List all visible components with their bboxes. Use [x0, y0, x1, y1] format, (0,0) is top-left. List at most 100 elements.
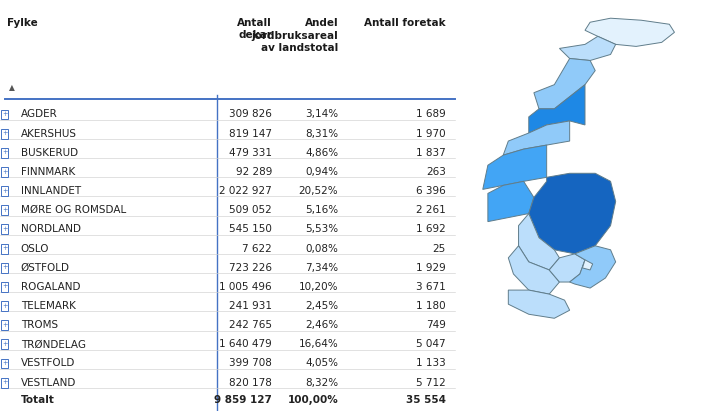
- Polygon shape: [508, 290, 570, 318]
- Polygon shape: [528, 85, 585, 133]
- FancyBboxPatch shape: [1, 320, 8, 330]
- Text: TRØNDELAG: TRØNDELAG: [21, 339, 86, 349]
- Text: 819 147: 819 147: [229, 129, 272, 139]
- Text: 4,86%: 4,86%: [305, 148, 338, 158]
- Text: 723 226: 723 226: [229, 263, 272, 273]
- Text: TROMS: TROMS: [21, 320, 58, 330]
- Text: ROGALAND: ROGALAND: [21, 282, 80, 292]
- Text: 1 180: 1 180: [416, 301, 446, 311]
- Text: +: +: [2, 111, 7, 117]
- Text: 3,14%: 3,14%: [305, 109, 338, 120]
- Text: 1 970: 1 970: [416, 129, 446, 139]
- Text: 263: 263: [426, 167, 446, 177]
- Text: 1 005 496: 1 005 496: [220, 282, 272, 292]
- Text: 242 765: 242 765: [229, 320, 272, 330]
- Text: Antall foretak: Antall foretak: [364, 18, 446, 28]
- Text: 0,94%: 0,94%: [305, 167, 338, 177]
- Text: FINNMARK: FINNMARK: [21, 167, 75, 177]
- FancyBboxPatch shape: [1, 282, 8, 292]
- Polygon shape: [582, 260, 593, 270]
- Text: AKERSHUS: AKERSHUS: [21, 129, 76, 139]
- Text: 2 022 927: 2 022 927: [220, 186, 272, 196]
- Text: 2,46%: 2,46%: [305, 320, 338, 330]
- Text: 7,34%: 7,34%: [305, 263, 338, 273]
- Polygon shape: [503, 121, 570, 155]
- Text: 5 712: 5 712: [416, 378, 446, 388]
- Text: +: +: [2, 341, 7, 347]
- Text: 1 837: 1 837: [416, 148, 446, 158]
- Text: 241 931: 241 931: [229, 301, 272, 311]
- FancyBboxPatch shape: [1, 244, 8, 254]
- Text: 6 396: 6 396: [416, 186, 446, 196]
- Text: AGDER: AGDER: [21, 109, 58, 120]
- Text: 5,16%: 5,16%: [305, 205, 338, 215]
- Text: 1 929: 1 929: [416, 263, 446, 273]
- Text: VESTFOLD: VESTFOLD: [21, 358, 75, 369]
- Polygon shape: [482, 145, 546, 189]
- Text: Totalt: Totalt: [21, 395, 55, 406]
- Text: 2,45%: 2,45%: [305, 301, 338, 311]
- Polygon shape: [508, 246, 559, 294]
- Text: 1 689: 1 689: [416, 109, 446, 120]
- Text: Fylke: Fylke: [7, 18, 37, 28]
- Text: 8,31%: 8,31%: [305, 129, 338, 139]
- Text: +: +: [2, 360, 7, 366]
- Text: OSLO: OSLO: [21, 244, 49, 254]
- FancyBboxPatch shape: [1, 358, 8, 368]
- Text: 1 133: 1 133: [416, 358, 446, 369]
- Text: +: +: [2, 226, 7, 232]
- Text: BUSKERUD: BUSKERUD: [21, 148, 78, 158]
- Polygon shape: [559, 36, 616, 60]
- Text: 35 554: 35 554: [406, 395, 446, 406]
- Text: +: +: [2, 302, 7, 309]
- Polygon shape: [549, 254, 585, 282]
- Text: 5 047: 5 047: [416, 339, 446, 349]
- Text: 1 692: 1 692: [416, 224, 446, 234]
- Text: 9 859 127: 9 859 127: [214, 395, 272, 406]
- Text: 399 708: 399 708: [229, 358, 272, 369]
- Polygon shape: [528, 173, 616, 254]
- Text: Andel
jordbruksareal
av landstotal: Andel jordbruksareal av landstotal: [251, 18, 338, 53]
- Text: +: +: [2, 169, 7, 175]
- Text: 479 331: 479 331: [229, 148, 272, 158]
- Text: +: +: [2, 130, 7, 136]
- Text: 3 671: 3 671: [416, 282, 446, 292]
- Text: +: +: [2, 245, 7, 251]
- Text: 8,32%: 8,32%: [305, 378, 338, 388]
- Text: Antall
dekar: Antall dekar: [238, 18, 272, 40]
- Text: 509 052: 509 052: [229, 205, 272, 215]
- Text: 0,08%: 0,08%: [305, 244, 338, 254]
- Text: TELEMARK: TELEMARK: [21, 301, 76, 311]
- Text: +: +: [2, 149, 7, 155]
- Text: +: +: [2, 379, 7, 385]
- Text: +: +: [2, 322, 7, 328]
- Text: +: +: [2, 284, 7, 289]
- FancyBboxPatch shape: [1, 378, 8, 388]
- FancyBboxPatch shape: [1, 339, 8, 349]
- Text: 92 289: 92 289: [235, 167, 272, 177]
- Text: 16,64%: 16,64%: [299, 339, 338, 349]
- Text: 749: 749: [426, 320, 446, 330]
- Polygon shape: [488, 181, 534, 222]
- Text: 7 622: 7 622: [243, 244, 272, 254]
- Text: 10,20%: 10,20%: [299, 282, 338, 292]
- Text: ØSTFOLD: ØSTFOLD: [21, 263, 70, 273]
- FancyBboxPatch shape: [1, 263, 8, 272]
- Text: 820 178: 820 178: [229, 378, 272, 388]
- FancyBboxPatch shape: [1, 110, 8, 120]
- Text: VESTLAND: VESTLAND: [21, 378, 76, 388]
- Text: INNLANDET: INNLANDET: [21, 186, 81, 196]
- Text: MØRE OG ROMSDAL: MØRE OG ROMSDAL: [21, 205, 126, 215]
- FancyBboxPatch shape: [1, 148, 8, 158]
- Text: NORDLAND: NORDLAND: [21, 224, 81, 234]
- Text: +: +: [2, 188, 7, 194]
- Polygon shape: [534, 58, 595, 109]
- Text: 545 150: 545 150: [229, 224, 272, 234]
- FancyBboxPatch shape: [1, 301, 8, 311]
- Text: 20,52%: 20,52%: [299, 186, 338, 196]
- Polygon shape: [585, 18, 675, 46]
- Text: 100,00%: 100,00%: [287, 395, 338, 406]
- Text: 2 261: 2 261: [416, 205, 446, 215]
- FancyBboxPatch shape: [1, 167, 8, 177]
- Polygon shape: [518, 214, 559, 270]
